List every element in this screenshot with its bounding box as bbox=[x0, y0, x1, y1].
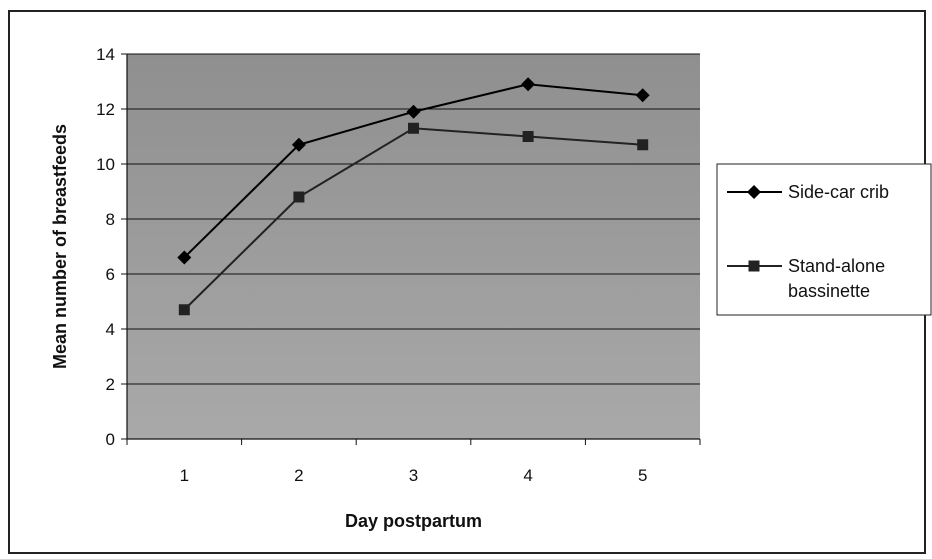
y-tick-label: 2 bbox=[106, 375, 115, 394]
x-tick-label: 2 bbox=[294, 466, 303, 485]
data-point bbox=[406, 104, 421, 119]
y-tick-label: 4 bbox=[106, 320, 115, 339]
data-point bbox=[177, 250, 192, 265]
series-1 bbox=[177, 77, 650, 265]
legend-label: Stand-alone bbox=[788, 256, 885, 276]
data-point bbox=[178, 304, 190, 316]
data-point bbox=[291, 137, 306, 152]
data-point bbox=[635, 88, 650, 103]
y-tick-label: 8 bbox=[106, 210, 115, 229]
data-point bbox=[522, 131, 534, 142]
y-axis-title: Mean number of breastfeeds bbox=[50, 124, 70, 369]
y-tick-label: 0 bbox=[106, 430, 115, 449]
y-tick-label: 12 bbox=[96, 100, 115, 119]
x-tick-label: 4 bbox=[523, 466, 532, 485]
series-layer bbox=[177, 77, 650, 316]
data-point bbox=[408, 122, 419, 134]
legend-entry-2: Stand-alone bassinette bbox=[727, 256, 885, 301]
x-tick-label: 1 bbox=[180, 466, 189, 485]
legend-label: bassinette bbox=[788, 281, 870, 301]
y-tick-label: 6 bbox=[106, 265, 115, 284]
legend-label: Side-car crib bbox=[788, 182, 889, 202]
data-point bbox=[521, 77, 536, 92]
legend-entry-1: Side-car crib bbox=[727, 182, 889, 202]
legend: Side-car crib Stand-alone bassinette bbox=[716, 163, 932, 316]
y-tick-label: 14 bbox=[96, 45, 115, 64]
x-tick-label: 5 bbox=[638, 466, 647, 485]
x-tick-label: 3 bbox=[409, 466, 418, 485]
series-2 bbox=[178, 122, 649, 316]
x-axis-title: Day postpartum bbox=[345, 511, 482, 531]
legend-marker bbox=[747, 185, 761, 199]
data-point bbox=[637, 139, 649, 151]
y-tick-label: 10 bbox=[96, 155, 115, 174]
legend-marker bbox=[748, 260, 760, 272]
data-point bbox=[293, 191, 305, 203]
